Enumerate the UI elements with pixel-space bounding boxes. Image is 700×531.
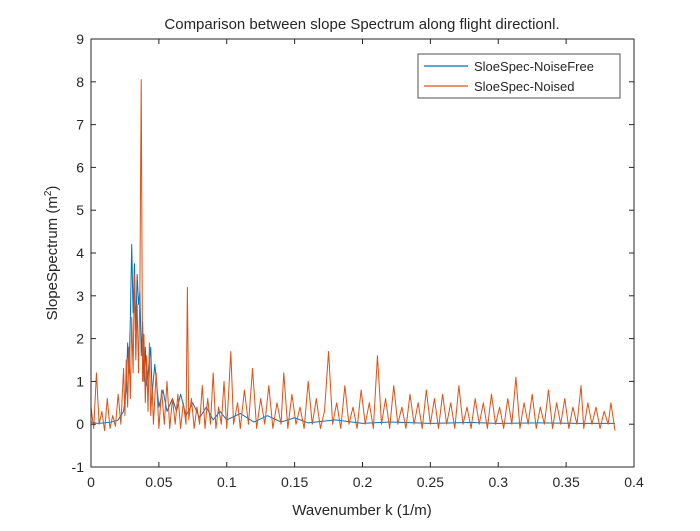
y-tick-label: 5: [76, 202, 84, 218]
plot-area: [91, 39, 634, 467]
chart-title: Comparison between slope Spectrum along …: [164, 16, 559, 33]
legend-label-noisefree: SloeSpec-NoiseFree: [474, 59, 594, 74]
legend-label-noised: SloeSpec-Noised: [474, 79, 574, 94]
y-axis-label-main: SlopeSpectrum (m: [44, 196, 61, 320]
y-axis-label-superscript: 2: [43, 190, 54, 196]
x-tick-label: 0.2: [353, 474, 373, 490]
y-tick-label: 1: [76, 373, 84, 389]
x-axis-label: Wavenumber k (1/m): [292, 502, 431, 519]
series-line-noised: [90, 79, 616, 432]
x-tick-label: 0.15: [281, 474, 308, 490]
legend-box: [417, 53, 621, 99]
y-tick-label: -1: [72, 459, 85, 475]
y-tick-label: 9: [76, 31, 84, 47]
y-tick-label: 0: [76, 416, 84, 432]
x-tick-label: 0.05: [145, 474, 172, 490]
x-tick-label: 0.4: [624, 474, 644, 490]
y-axis-label-close: ): [44, 186, 61, 191]
x-tick-label: 0.35: [553, 474, 580, 490]
y-axis-label: SlopeSpectrum (m2): [43, 186, 61, 321]
x-tick-label: 0.3: [489, 474, 509, 490]
x-tick-label: 0.1: [217, 474, 237, 490]
y-tick-label: 8: [76, 74, 84, 90]
y-tick-label: 6: [76, 159, 84, 175]
legend: SloeSpec-NoiseFree SloeSpec-Noised: [417, 53, 621, 99]
x-tick-label: 0: [87, 474, 95, 490]
y-tick-label: 4: [76, 245, 84, 261]
y-tick-label: 7: [76, 117, 84, 133]
y-tick-label: 3: [76, 288, 84, 304]
x-tick-label: 0.25: [417, 474, 444, 490]
ticks-layer: 0 0.05 0.1 0.15 0.2 0.25 0.3 0.35 0.4-1012345678…: [72, 31, 644, 490]
y-tick-label: 2: [76, 331, 84, 347]
series-layer: [90, 79, 616, 432]
